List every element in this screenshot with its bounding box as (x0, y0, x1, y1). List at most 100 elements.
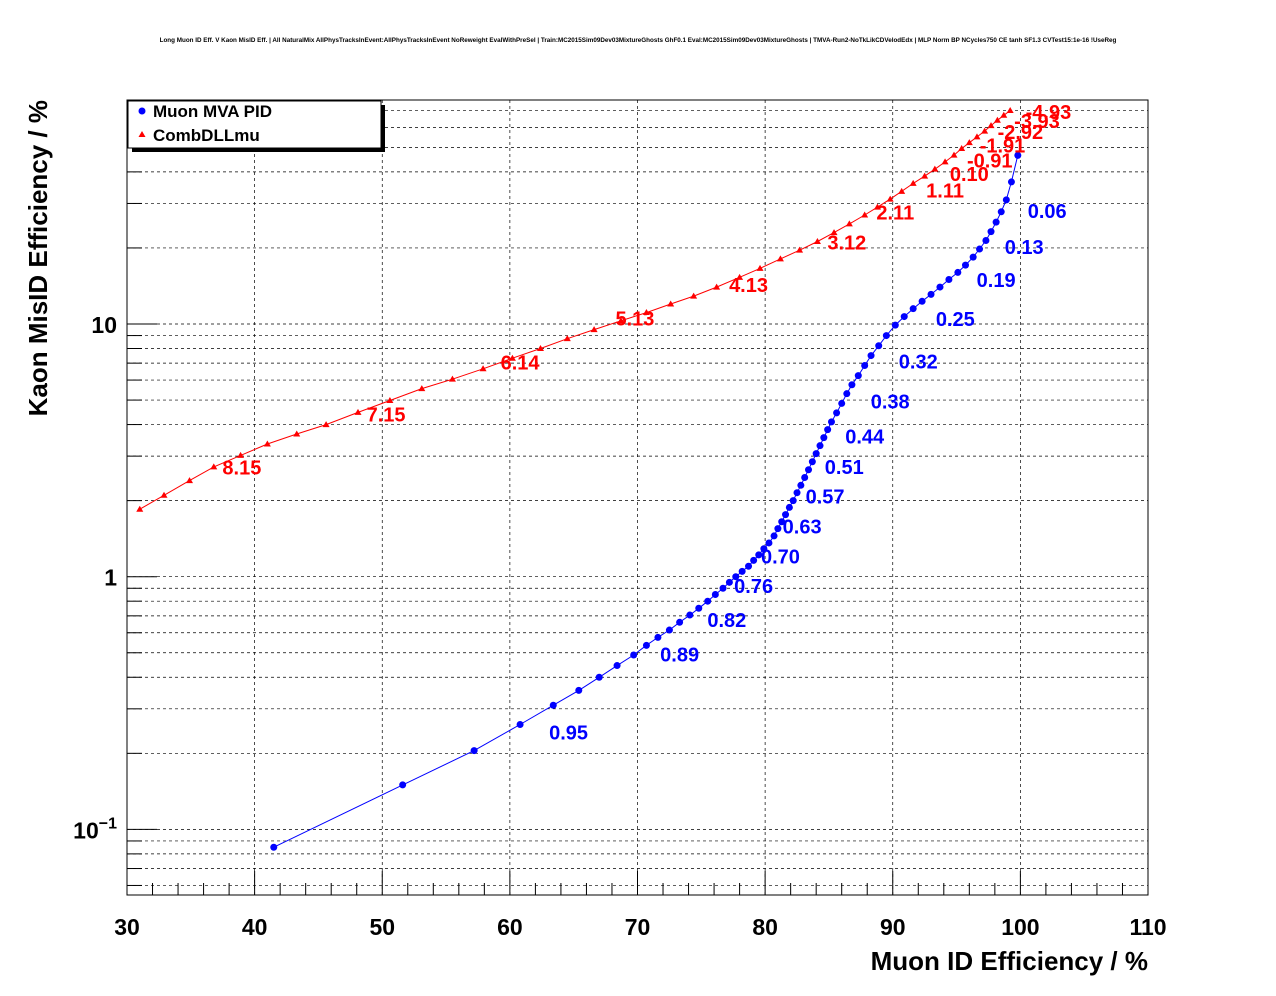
data-point-muon-mva (854, 372, 862, 380)
data-point-combdllmu (873, 203, 881, 210)
data-point-muon-mva (861, 362, 869, 370)
data-point-combdllmu (931, 165, 939, 172)
cut-value-label: -0.91 (967, 151, 1013, 173)
series-line-1 (139, 110, 1011, 510)
data-point-combdllmu (537, 344, 545, 351)
data-point-combdllmu (993, 116, 1001, 123)
data-point-combdllmu (965, 139, 973, 146)
data-point-combdllmu (958, 144, 966, 151)
data-point-muon-mva (891, 321, 899, 329)
data-point-combdllmu (160, 491, 168, 498)
data-point-combdllmu (354, 408, 362, 415)
data-point-muon-mva (936, 283, 944, 291)
cut-value-label: 0.10 (950, 164, 989, 186)
data-point-muon-mva (900, 313, 908, 321)
x-tick-label: 40 (242, 914, 268, 940)
data-point-muon-mva (1007, 178, 1015, 186)
data-point-muon-mva (755, 551, 763, 559)
data-point-combdllmu (921, 172, 929, 179)
y-tick-label: 1 (104, 565, 117, 591)
data-point-combdllmu (950, 151, 958, 158)
cut-value-label: 0.82 (707, 610, 746, 632)
cut-value-label: 0.89 (660, 644, 699, 666)
data-point-combdllmu (508, 354, 516, 361)
data-point-muon-mva (732, 573, 740, 581)
data-point-combdllmu (813, 238, 821, 245)
grid (127, 100, 1148, 895)
cut-value-label: 0.44 (845, 426, 885, 448)
data-point-muon-mva (686, 611, 694, 619)
data-point-combdllmu (617, 317, 625, 324)
data-point-combdllmu (263, 440, 271, 447)
data-point-combdllmu (886, 195, 894, 202)
data-point-muon-mva (642, 641, 650, 649)
data-point-muon-mva (549, 701, 557, 709)
data-point-muon-mva (470, 747, 478, 755)
data-point-muon-mva (797, 481, 805, 489)
data-point-combdllmu (186, 477, 194, 484)
data-point-muon-mva (793, 489, 801, 497)
cut-value-label: 0.95 (549, 722, 588, 744)
data-point-combdllmu (563, 335, 571, 342)
cut-value-label: 8.15 (222, 457, 261, 479)
data-point-combdllmu (756, 264, 764, 271)
x-tick-label: 110 (1129, 914, 1166, 940)
cut-value-label: 0.13 (1005, 237, 1044, 259)
cut-value-label: -4.93 (1026, 102, 1072, 124)
data-point-muon-mva (918, 297, 926, 305)
data-point-muon-mva (838, 399, 846, 407)
data-point-combdllmu (909, 179, 917, 186)
series-line-0 (273, 155, 1019, 848)
data-point-muon-mva (711, 591, 719, 599)
data-point-muon-mva (719, 584, 727, 592)
x-tick-label: 50 (369, 914, 395, 940)
data-point-muon-mva (808, 458, 816, 466)
cut-value-label: 0.63 (783, 517, 822, 539)
cut-value-label: -1.91 (980, 135, 1026, 157)
data-point-muon-mva (774, 525, 782, 533)
data-point-muon-mva (820, 434, 828, 442)
data-point-muon-mva (867, 352, 875, 360)
data-point-muon-mva (827, 418, 835, 426)
data-point-muon-mva (1014, 151, 1022, 159)
data-point-combdllmu (590, 326, 598, 333)
cut-value-label: -3.93 (1014, 111, 1060, 133)
cut-value-label: 2.11 (876, 203, 914, 225)
data-point-muon-mva (676, 618, 684, 626)
x-tick-label: 60 (497, 914, 523, 940)
data-point-combdllmu (322, 421, 330, 428)
data-point-muon-mva (909, 305, 917, 313)
x-tick-label: 80 (752, 914, 778, 940)
data-point-muon-mva (745, 562, 753, 570)
data-point-muon-mva (848, 381, 856, 389)
data-point-muon-mva (992, 218, 1000, 226)
data-point-muon-mva (982, 237, 990, 245)
data-point-muon-mva (987, 228, 995, 236)
data-point-combdllmu (690, 292, 698, 299)
data-point-combdllmu (796, 246, 804, 253)
data-point-combdllmu (987, 122, 995, 129)
cut-value-label: -2.92 (998, 122, 1044, 144)
data-point-combdllmu (898, 187, 906, 194)
data-point-combdllmu (736, 273, 744, 280)
data-point-combdllmu (830, 229, 838, 236)
data-point-muon-mva (595, 673, 603, 681)
data-point-muon-mva (882, 332, 890, 340)
data-point-muon-mva (945, 276, 953, 284)
data-point-muon-mva (725, 578, 733, 586)
data-point-muon-mva (750, 556, 758, 564)
data-point-combdllmu (418, 385, 426, 392)
data-point-muon-mva (843, 390, 851, 398)
y-tick-label: 10 (91, 312, 117, 338)
data-point-muon-mva (801, 473, 809, 481)
data-point-muon-mva (765, 539, 773, 547)
data-point-muon-mva (997, 208, 1005, 216)
data-point-muon-mva (969, 253, 977, 261)
data-point-muon-mva (738, 567, 746, 575)
legend-box (127, 100, 382, 149)
data-point-combdllmu (136, 505, 144, 512)
cut-value-label: 1.11 (926, 181, 964, 203)
data-point-combdllmu (713, 283, 721, 290)
data-point-combdllmu (1006, 106, 1014, 113)
